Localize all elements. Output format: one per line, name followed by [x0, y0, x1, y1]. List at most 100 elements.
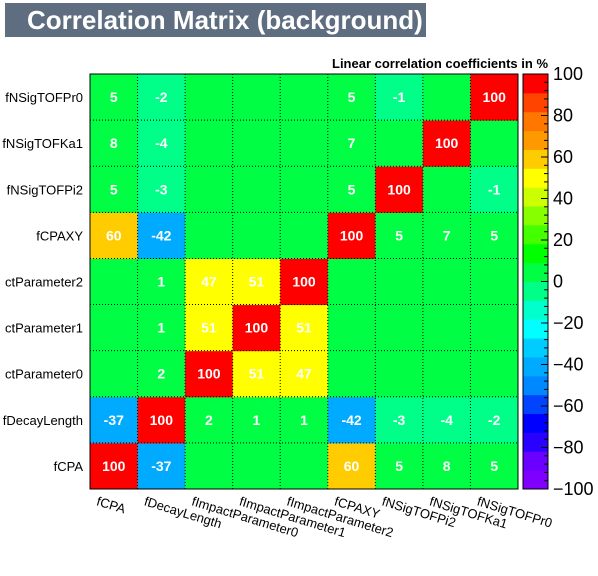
color-scale-band: [523, 451, 548, 471]
color-scale-band: [523, 74, 548, 94]
cell-value-label: 100: [340, 227, 364, 243]
heatmap-cell: [185, 396, 234, 444]
color-scale-tick-label: −100: [553, 479, 594, 499]
cell-value-label: 100: [197, 366, 221, 382]
cell-value-label: 51: [249, 366, 265, 382]
heatmap-cell: [327, 396, 376, 444]
color-scale-band: [523, 432, 548, 452]
cell-value-label: 1: [157, 320, 165, 336]
heatmap-cell: [470, 120, 519, 167]
color-scale-tick-label: 60: [553, 147, 573, 167]
cell-value-label: 7: [348, 135, 356, 151]
heatmap-cell: [280, 258, 329, 306]
cell-value-label: 47: [296, 366, 312, 382]
cell-value-label: 1: [157, 274, 165, 290]
heatmap-cell: [470, 350, 519, 398]
cell-value-label: 47: [201, 274, 217, 290]
heatmap-cell: [470, 442, 519, 490]
heatmap-cell: [185, 212, 234, 259]
heatmap-cell: [232, 396, 281, 444]
heatmap-cell: [422, 74, 471, 121]
color-scale-band: [523, 319, 548, 339]
heatmap-cell: [327, 258, 376, 306]
heatmap-cell: [470, 304, 519, 352]
color-scale-tick-label: −60: [553, 396, 584, 416]
heatmap-cell: [232, 442, 281, 490]
heatmap-cell: [280, 442, 329, 490]
cell-value-label: 100: [435, 135, 459, 151]
cell-value-label: -37: [151, 458, 171, 474]
cell-value-label: 100: [102, 458, 126, 474]
heatmap-cell: [470, 396, 519, 444]
cell-value-label: 1: [253, 412, 261, 428]
heatmap-cell: [327, 120, 376, 167]
heatmap-cell: [232, 258, 281, 306]
heatmap-cell: [327, 212, 376, 259]
cell-value-label: 5: [348, 181, 356, 197]
cell-value-label: -4: [440, 412, 453, 428]
color-scale-band: [523, 243, 548, 264]
heatmap-cell: [137, 396, 186, 444]
heatmap-cells: [90, 74, 519, 490]
cell-value-label: -1: [488, 181, 501, 197]
heatmap-cell: [470, 212, 519, 259]
heatmap-cell: [422, 442, 471, 490]
cell-value-label: 100: [387, 181, 411, 197]
heatmap-cell: [470, 74, 519, 121]
color-scale-tick-label: −40: [553, 355, 584, 375]
heatmap-cell: [185, 304, 234, 352]
color-scale-band: [523, 338, 548, 358]
cell-value-label: -37: [104, 412, 124, 428]
heatmap-cell: [90, 74, 139, 121]
heatmap-cell: [90, 396, 139, 444]
color-scale-band: [523, 356, 548, 377]
heatmap-cell: [327, 304, 376, 352]
heatmap-cell: [137, 120, 186, 167]
heatmap-cell: [375, 442, 424, 490]
y-axis-labels: fCPA fDecayLength ctParameter0 ctParameter1…: [2, 90, 83, 474]
color-scale-band: [523, 224, 548, 245]
cell-value-label: 60: [344, 458, 360, 474]
y-tick-label: fDecayLength: [3, 413, 83, 428]
cell-value-label: -2: [155, 89, 168, 105]
y-tick-label: ctParameter1: [5, 321, 83, 336]
cell-value-label: 5: [348, 89, 356, 105]
color-scale-tick-label: −20: [553, 313, 584, 333]
heatmap-cell: [90, 304, 139, 352]
y-tick-label: fNSigTOFKa1: [2, 136, 83, 151]
x-axis-labels: fCPA fDecayLengthfImpactParameter0fImpact…: [95, 494, 554, 541]
cell-value-labels: 100 -37 60 5 8 5-37 100 2 1 1 -42 -3 -4 -22 100 51 471 51…: [102, 89, 506, 474]
cell-value-label: 100: [150, 412, 174, 428]
color-scale-ticks: 100 80 60 40 20 0 −20 −40 −60 −80 −100: [541, 64, 594, 499]
cell-value-label: -4: [155, 135, 168, 151]
heatmap-cell: [280, 120, 329, 167]
cell-value-label: 51: [296, 320, 312, 336]
color-scale-tick-label: −80: [553, 438, 584, 458]
grid-lines: [89, 73, 519, 490]
heatmap-cell: [422, 258, 471, 306]
y-tick-label: ctParameter2: [5, 275, 83, 290]
heatmap-cell: [90, 442, 139, 490]
y-tick-label: ctParameter0: [5, 367, 83, 382]
chart-title: Correlation Matrix (background): [5, 3, 426, 37]
y-tick-label: fNSigTOFPi2: [7, 182, 83, 197]
heatmap-cell: [280, 350, 329, 398]
heatmap-cell: [375, 350, 424, 398]
heatmap-cell: [470, 258, 519, 306]
cell-value-label: -3: [155, 181, 168, 197]
heatmap-cell: [422, 166, 471, 213]
cell-value-label: 100: [483, 89, 507, 105]
cell-value-label: 1: [300, 412, 308, 428]
heatmap-cell: [327, 442, 376, 490]
heatmap-cell: [470, 166, 519, 213]
cell-value-label: 51: [201, 320, 217, 336]
color-scale-tick-label: 40: [553, 189, 573, 209]
color-scale-band: [523, 262, 548, 282]
cell-value-label: 7: [443, 227, 451, 243]
heatmap-cell: [185, 350, 234, 398]
heatmap-cell: [137, 212, 186, 259]
cell-value-label: 2: [205, 412, 213, 428]
heatmap-cell: [232, 212, 281, 259]
cell-value-label: -2: [488, 412, 501, 428]
